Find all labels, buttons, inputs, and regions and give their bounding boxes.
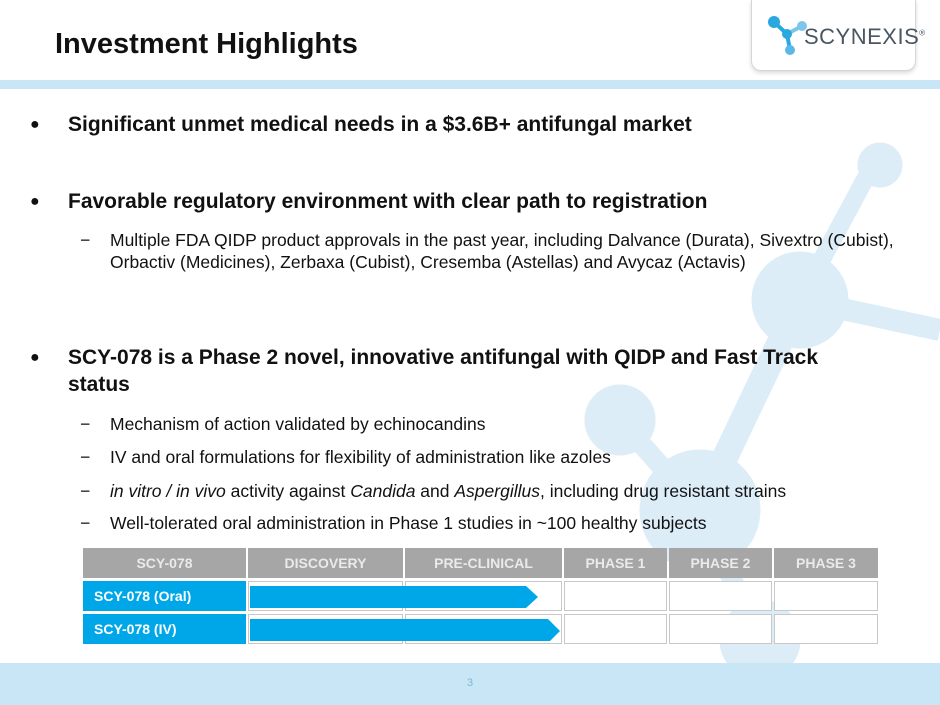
- header-cell-phase1: PHASE 1: [564, 548, 667, 578]
- header-band: [0, 80, 940, 89]
- row-label-iv: SCY-078 (IV): [83, 614, 246, 644]
- page-title: Investment Highlights: [55, 28, 358, 60]
- header-cell-phase2: PHASE 2: [669, 548, 772, 578]
- row-label-oral: SCY-078 (Oral): [83, 581, 246, 611]
- company-logo: SCYNEXIS®: [751, 0, 925, 71]
- pipeline-table: SCY-078 DISCOVERY PRE-CLINICAL PHASE 1 P…: [83, 548, 878, 647]
- page-number: 3: [466, 677, 474, 689]
- progress-arrow-oral: [250, 586, 538, 608]
- scynexis-logo-icon: [768, 16, 807, 55]
- header-cell-discovery: DISCOVERY: [248, 548, 403, 578]
- pipeline-header-row: SCY-078 DISCOVERY PRE-CLINICAL PHASE 1 P…: [83, 548, 878, 578]
- logo-wordmark: SCYNEXIS®: [804, 24, 926, 49]
- table-cell: [564, 581, 667, 611]
- table-cell: [774, 614, 878, 644]
- table-cell: [774, 581, 878, 611]
- table-cell: [564, 614, 667, 644]
- header-cell-preclinical: PRE-CLINICAL: [405, 548, 562, 578]
- table-cell: [669, 614, 772, 644]
- bullet-icon: ●: [30, 193, 40, 210]
- header-cell-phase3: PHASE 3: [774, 548, 878, 578]
- progress-arrow-iv: [250, 619, 560, 641]
- footer-band: [0, 663, 940, 705]
- header-cell-program: SCY-078: [83, 548, 246, 578]
- bullet-icon: ●: [30, 349, 40, 366]
- table-cell: [669, 581, 772, 611]
- bullet-icon: ●: [30, 116, 40, 133]
